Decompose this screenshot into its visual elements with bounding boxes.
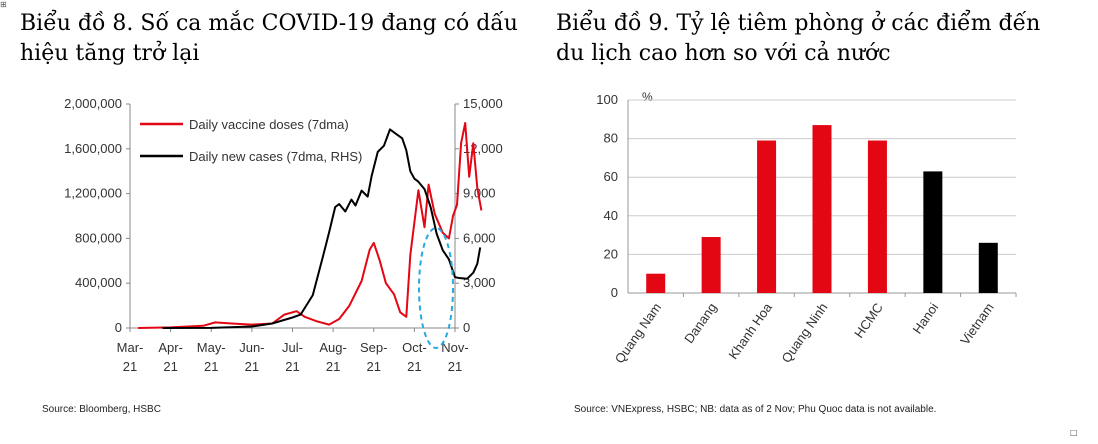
category-label: Vietnam: [957, 300, 997, 347]
y-tick-label: 40: [604, 208, 618, 223]
left-tick-label: 2,000,000: [64, 96, 122, 111]
bar: [978, 242, 998, 293]
right-tick-label: 15,000: [463, 96, 503, 111]
right-tick-label: 6,000: [463, 230, 496, 245]
x-axis: Mar-21 Apr-21 May-21 Jun-21 Jul-21 Aug-21 Sep-…: [117, 327, 469, 374]
x-tick-label: Apr-21: [158, 340, 183, 374]
vaccine-cases-chart: 2,000,000 1,600,000 1,200,000 800,000 400,00…: [42, 96, 503, 415]
y-tick-label: 20: [604, 246, 618, 261]
chart8-source: Source: Bloomberg, HSBC: [42, 404, 161, 415]
bars: [646, 125, 1017, 297]
bar: [757, 140, 777, 293]
category-label: Quang Ninh: [778, 300, 830, 365]
category-labels: Quang Nam Danang Khanh Hoa Quang Ninh HCMC Ha…: [612, 299, 997, 366]
chart9-title: Biểu đồ 9. Tỷ lệ tiêm phòng ở các điểm đ…: [556, 11, 1041, 66]
bar: [701, 237, 721, 293]
x-tick-label: May-21: [197, 340, 226, 374]
x-tick-label: Jul-21: [282, 340, 303, 374]
right-tick-label: 0: [463, 320, 470, 335]
y-tick-label: 0: [611, 285, 618, 300]
category-label: Hanoi: [910, 300, 942, 337]
y-unit-label: %: [642, 90, 653, 104]
x-tick-label: Sep-21: [360, 340, 387, 374]
left-tick-label: 400,000: [75, 275, 122, 290]
x-tick-label: Jun-21: [239, 340, 264, 374]
right-tick-label: 9,000: [463, 186, 496, 201]
legend-label: Daily vaccine doses (7dma): [189, 117, 349, 132]
x-tick-label: Mar-21: [117, 340, 144, 374]
chart8-title: Biểu đồ 8. Số ca mắc COVID-19 đang có dấ…: [20, 11, 518, 66]
bar: [812, 125, 832, 293]
new-cases-line: [162, 128, 482, 329]
x-tick-label: Oct-21: [402, 340, 427, 374]
y-tick-label: 100: [596, 92, 618, 107]
expand-icon: ⊞: [0, 0, 7, 9]
left-tick-label: 1,600,000: [64, 141, 122, 156]
highlight-ellipse: [418, 227, 454, 349]
legend-label: Daily new cases (7dma, RHS): [189, 149, 362, 164]
corner-square-icon: □: [1070, 428, 1078, 437]
gridlines: 100 80 60 40 20 0: [596, 92, 1016, 300]
x-tick-label: Nov-21: [441, 340, 468, 374]
left-tick-label: 800,000: [75, 230, 122, 245]
y-tick-label: 60: [604, 169, 618, 184]
right-tick-label: 12,000: [463, 141, 503, 156]
y-tick-label: 80: [604, 131, 618, 146]
category-label: HCMC: [851, 300, 886, 341]
right-axis: 15,000 12,000 9,000 6,000 3,000 0: [454, 96, 503, 335]
series-lines: [138, 122, 483, 349]
right-tick-label: 3,000: [463, 275, 496, 290]
bar: [867, 140, 887, 293]
category-label: Quang Nam: [612, 300, 664, 366]
bar: [923, 171, 943, 293]
left-tick-label: 1,200,000: [64, 186, 122, 201]
chart9-source: Source: VNExpress, HSBC; NB: data as of …: [574, 404, 936, 415]
left-tick-label: 0: [115, 320, 122, 335]
category-label: Danang: [681, 300, 719, 346]
left-axis: 2,000,000 1,600,000 1,200,000 800,000 400,00…: [64, 96, 131, 335]
category-label: Khanh Hoa: [725, 299, 775, 362]
vaccination-rate-chart: % 100 80 60 40 20 0 Quang Nam Danang Khanh Hoa Q…: [574, 90, 1017, 415]
legend: Daily vaccine doses (7dma) Daily new case…: [140, 117, 362, 164]
x-tick-label: Aug-21: [319, 340, 346, 374]
bar: [646, 273, 666, 293]
